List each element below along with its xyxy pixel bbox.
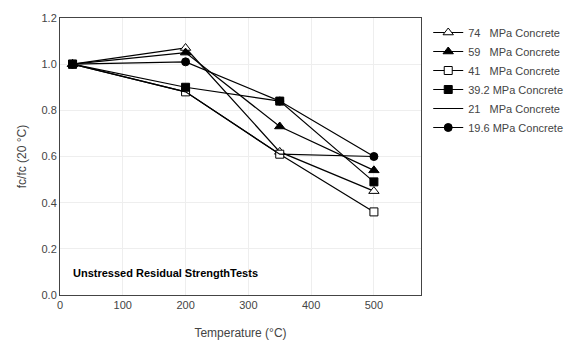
svg-text:0.8: 0.8 [42, 104, 57, 116]
svg-text:19.6 MPa Concrete: 19.6 MPa Concrete [468, 122, 563, 134]
svg-text:200: 200 [176, 299, 194, 311]
svg-text:Unstressed Residual StrengthTe: Unstressed Residual StrengthTests [73, 267, 258, 279]
svg-text:fc/fc (20 °C): fc/fc (20 °C) [15, 125, 29, 188]
svg-text:0.6: 0.6 [42, 150, 57, 162]
svg-text:21 MPa Concrete: 21 MPa Concrete [468, 103, 560, 115]
svg-text:1.0: 1.0 [42, 58, 57, 70]
svg-text:59 MPa Concrete: 59 MPa Concrete [468, 46, 560, 58]
svg-text:100: 100 [114, 299, 132, 311]
svg-text:300: 300 [239, 299, 257, 311]
svg-text:0.2: 0.2 [42, 243, 57, 255]
svg-text:1.2: 1.2 [42, 12, 57, 24]
svg-text:500: 500 [365, 299, 383, 311]
svg-text:0.0: 0.0 [42, 289, 57, 301]
svg-text:74 MPa Concrete: 74 MPa Concrete [468, 27, 560, 39]
svg-text:400: 400 [302, 299, 320, 311]
svg-text:41 MPa Concrete: 41 MPa Concrete [468, 65, 560, 77]
svg-text:0: 0 [57, 299, 63, 311]
svg-text:0.4: 0.4 [42, 197, 57, 209]
svg-text:Temperature (°C): Temperature (°C) [194, 326, 286, 340]
svg-text:39.2 MPa Concrete: 39.2 MPa Concrete [468, 84, 563, 96]
